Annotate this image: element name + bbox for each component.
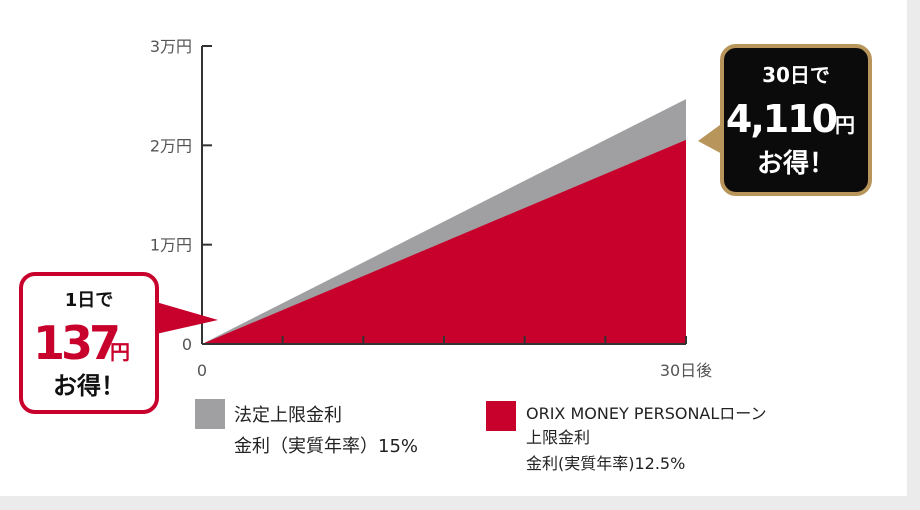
left-callout-line1: 1日で (65, 290, 114, 311)
right-callout-pointer (698, 122, 724, 155)
y-tick-label: 1万円 (150, 236, 192, 255)
x-tick-label: 0 (197, 361, 207, 380)
left-callout-amount: 137 (33, 316, 118, 370)
right-callout-line3: お得！ (757, 149, 835, 179)
x-tick-label: 30日後 (660, 361, 712, 380)
legend-orix-line3: 金利(実質年率)12.5% (526, 454, 685, 473)
legend-orix-line2: 上限金利 (526, 428, 590, 447)
left-callout: 1日で 137 円 お得！ (19, 272, 218, 414)
tick-labels: 0 1万円 2万円 3万円 0 30日後 (150, 37, 712, 380)
legend-item-legal: 法定上限金利 金利（実質年率）15% (195, 399, 418, 457)
left-callout-unit: 円 (110, 340, 130, 364)
legend-legal-line1: 法定上限金利 (234, 405, 342, 426)
area-orix (202, 139, 686, 344)
series-areas (202, 99, 686, 345)
legend-swatch-legal (195, 399, 225, 429)
legend: 法定上限金利 金利（実質年率）15% ORIX MONEY PERSONALロー… (195, 399, 766, 473)
right-callout-unit: 円 (835, 113, 855, 137)
right-callout-line1: 30日で (762, 63, 830, 87)
right-callout-box (720, 44, 872, 196)
left-callout-line3: お得！ (53, 372, 125, 400)
legend-orix-line1: ORIX MONEY PERSONALローン (526, 404, 766, 423)
legend-legal-line2: 金利（実質年率）15% (234, 436, 418, 457)
bottom-band (0, 496, 920, 510)
chart-axes (201, 45, 687, 345)
right-callout-amount: 4,110 (726, 97, 837, 141)
right-band (907, 0, 920, 510)
legend-item-orix: ORIX MONEY PERSONALローン 上限金利 金利(実質年率)12.5… (486, 401, 766, 473)
y-tick-label: 2万円 (150, 136, 192, 155)
right-callout: 30日で 4,110 円 お得！ (698, 44, 872, 196)
y-tick-label: 3万円 (150, 37, 192, 56)
y-tick-label: 0 (182, 335, 192, 354)
legend-swatch-orix (486, 401, 516, 431)
left-callout-box (19, 272, 159, 414)
left-callout-pointer (156, 302, 218, 334)
